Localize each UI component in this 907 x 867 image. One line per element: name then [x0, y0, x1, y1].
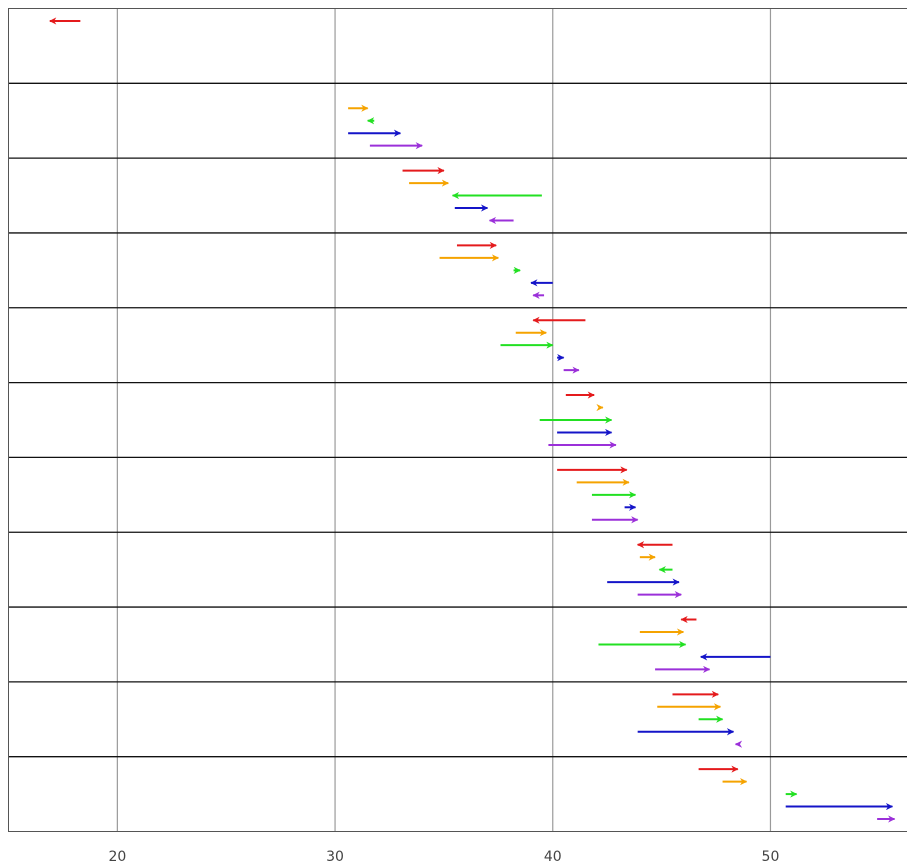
x-tick-label: 40 — [544, 849, 562, 865]
x-tick-label: 50 — [762, 849, 780, 865]
arrow-group-6 — [539, 391, 617, 449]
x-axis: 20 30 40 50 — [108, 849, 779, 865]
vertical-gridlines — [116, 8, 772, 832]
arrow-group-3 — [402, 167, 542, 225]
plot-frame — [8, 8, 907, 832]
arrow-group-2 — [348, 104, 423, 150]
arrow-group-11 — [698, 765, 896, 823]
arrow-group-5 — [500, 316, 586, 374]
arrow-group-8 — [607, 541, 682, 599]
arrow-group-7 — [557, 466, 639, 524]
x-tick-label: 20 — [108, 849, 126, 865]
arrow-group-4 — [439, 241, 553, 299]
x-tick-label: 30 — [326, 849, 344, 865]
arrow-group-10 — [637, 690, 743, 748]
arrow-group-9 — [598, 615, 771, 673]
arrow-series — [49, 17, 896, 823]
group-separator-lines — [8, 82, 907, 758]
